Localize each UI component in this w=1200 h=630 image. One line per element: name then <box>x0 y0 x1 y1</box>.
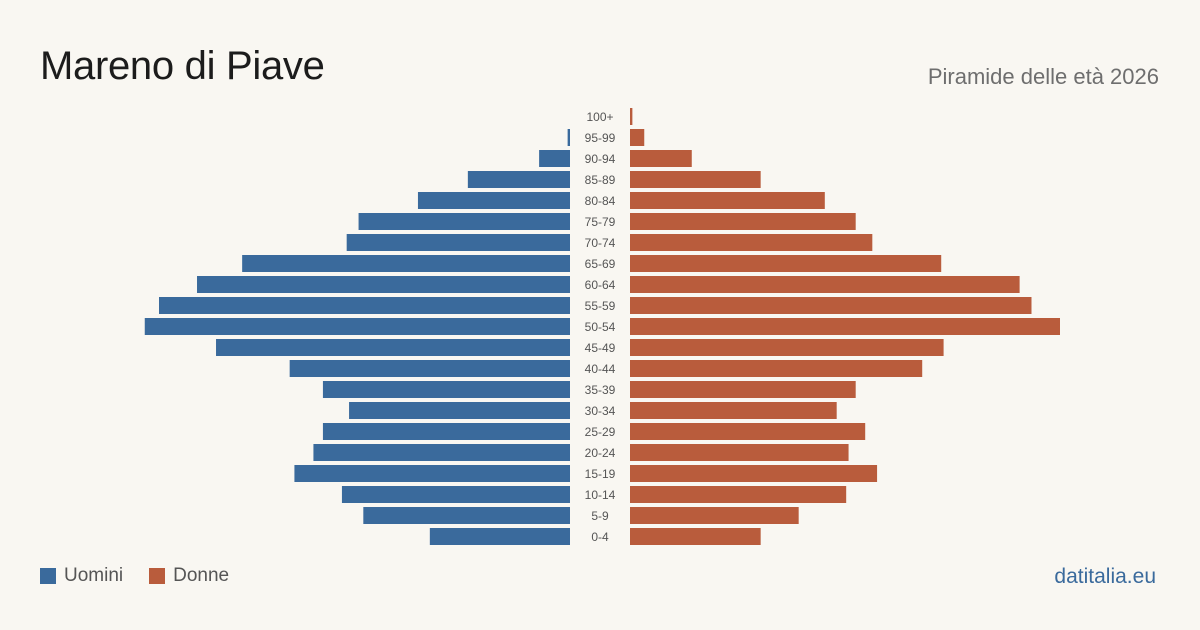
bar-men-30-34 <box>349 402 570 419</box>
bar-women-0-4 <box>630 528 761 545</box>
legend-item-men: Uomini <box>40 565 123 587</box>
bar-men-65-69 <box>242 255 570 272</box>
bar-men-35-39 <box>322 381 570 398</box>
bar-women-40-44 <box>630 360 923 377</box>
bar-men-45-49 <box>216 339 570 356</box>
legend-swatch-men <box>40 568 56 584</box>
bar-women-65-69 <box>630 255 942 272</box>
bar-men-75-79 <box>358 213 570 230</box>
bar-women-15-19 <box>630 465 878 482</box>
age-label-80-84: 80-84 <box>585 194 616 208</box>
age-label-55-59: 55-59 <box>585 299 616 313</box>
age-label-60-64: 60-64 <box>585 278 616 292</box>
age-label-85-89: 85-89 <box>585 173 616 187</box>
age-label-15-19: 15-19 <box>585 467 616 481</box>
age-label-45-49: 45-49 <box>585 341 616 355</box>
bar-men-85-89 <box>467 171 570 188</box>
age-label-10-14: 10-14 <box>585 488 616 502</box>
age-label-40-44: 40-44 <box>585 362 616 376</box>
chart-subtitle: Piramide delle età 2026 <box>927 64 1159 89</box>
age-label-70-74: 70-74 <box>585 236 616 250</box>
bar-women-70-74 <box>630 234 873 251</box>
bar-men-40-44 <box>289 360 570 377</box>
bar-women-85-89 <box>630 171 761 188</box>
legend-item-women: Donne <box>149 565 229 587</box>
bar-women-80-84 <box>630 192 825 209</box>
bar-women-100plus <box>630 108 633 125</box>
bar-men-60-64 <box>197 276 570 293</box>
age-label-0-4: 0-4 <box>591 530 609 544</box>
bar-women-5-9 <box>630 507 799 524</box>
bar-men-15-19 <box>294 465 570 482</box>
bar-women-75-79 <box>630 213 856 230</box>
bar-men-10-14 <box>341 486 570 503</box>
bar-men-55-59 <box>159 297 570 314</box>
bar-women-35-39 <box>630 381 856 398</box>
bar-women-25-29 <box>630 423 866 440</box>
bar-women-60-64 <box>630 276 1020 293</box>
bar-women-30-34 <box>630 402 837 419</box>
age-label-35-39: 35-39 <box>585 383 616 397</box>
bar-women-10-14 <box>630 486 847 503</box>
age-label-100plus: 100+ <box>586 110 613 124</box>
bar-women-55-59 <box>630 297 1032 314</box>
bar-men-20-24 <box>313 444 570 461</box>
legend-label-women: Donne <box>173 565 230 586</box>
legend: Uomini Donne <box>40 565 255 587</box>
age-label-95-99: 95-99 <box>585 131 616 145</box>
bar-women-95-99 <box>630 129 645 146</box>
legend-label-men: Uomini <box>64 565 124 586</box>
age-label-75-79: 75-79 <box>585 215 616 229</box>
bar-women-50-54 <box>630 318 1060 335</box>
age-label-25-29: 25-29 <box>585 425 616 439</box>
bar-women-20-24 <box>630 444 849 461</box>
bar-women-90-94 <box>630 150 692 167</box>
bar-women-45-49 <box>630 339 944 356</box>
age-label-90-94: 90-94 <box>585 152 616 166</box>
age-label-65-69: 65-69 <box>585 257 616 271</box>
age-label-20-24: 20-24 <box>585 446 616 460</box>
bar-men-90-94 <box>539 150 570 167</box>
bar-men-70-74 <box>346 234 570 251</box>
age-label-30-34: 30-34 <box>585 404 616 418</box>
bar-men-25-29 <box>322 423 570 440</box>
legend-swatch-women <box>149 568 166 584</box>
bar-men-5-9 <box>363 507 570 524</box>
age-label-5-9: 5-9 <box>591 509 609 523</box>
page-title: Mareno di Piave <box>40 44 325 88</box>
bar-men-50-54 <box>144 318 570 335</box>
bar-men-95-99 <box>567 129 570 146</box>
source-link[interactable]: datitalia.eu <box>1054 565 1156 588</box>
bar-men-80-84 <box>417 192 570 209</box>
bar-men-0-4 <box>429 528 570 545</box>
age-label-50-54: 50-54 <box>585 320 616 334</box>
